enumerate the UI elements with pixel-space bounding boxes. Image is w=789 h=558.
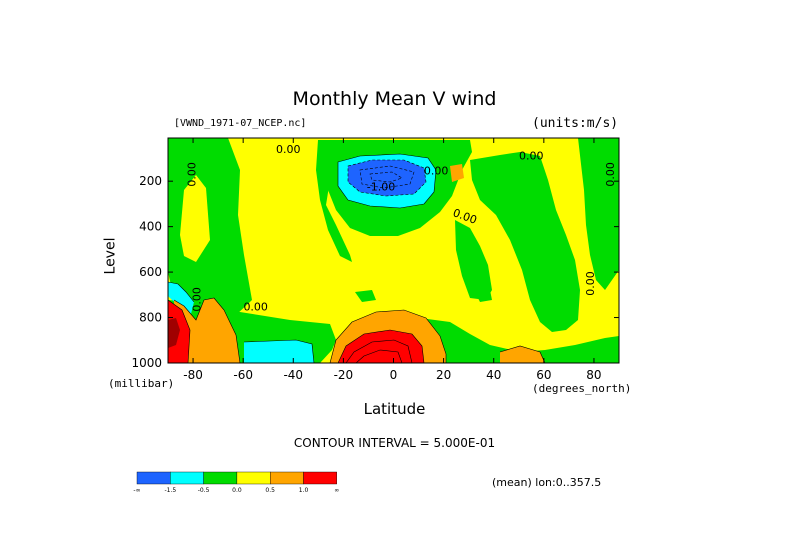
colorbar-swatch — [270, 471, 304, 485]
field-region — [316, 140, 352, 262]
units-label: (units:m/s) — [532, 116, 619, 131]
field-region — [244, 340, 314, 363]
colorbar-label: 0.5 — [265, 487, 275, 494]
colorbar-label: -1.5 — [164, 487, 176, 494]
colorbar-swatch — [303, 471, 337, 485]
y-axis-units: (millibar) — [108, 377, 175, 390]
y-tick-label: 600 — [139, 265, 162, 279]
field-region — [168, 282, 194, 318]
colorbar-label: -∞ — [133, 487, 140, 494]
field-region — [450, 164, 464, 182]
mean-longitude-label: (mean) lon:0..357.5 — [492, 476, 602, 489]
contour-field — [168, 138, 619, 363]
field-region — [355, 290, 376, 302]
field-region — [180, 175, 210, 262]
contour-label: 0.00 — [191, 287, 204, 312]
contour-label: 0.00 — [604, 162, 617, 187]
x-tick-label: -40 — [283, 368, 303, 382]
x-tick-label: 40 — [486, 368, 501, 382]
colorbar-label: 0.0 — [232, 487, 242, 494]
field-region — [168, 318, 180, 348]
colorbar-swatch — [236, 471, 271, 485]
x-axis-title: Latitude — [363, 400, 426, 418]
y-tick-label: 1000 — [131, 356, 162, 370]
colorbar-swatch — [203, 471, 238, 485]
field-region — [174, 298, 240, 363]
colorbar: -∞ -1.5 -0.5 0.0 0.5 1.0 ∞ — [133, 471, 339, 494]
colorbar-label: -0.5 — [198, 487, 210, 494]
contour-interval: CONTOUR INTERVAL = 5.000E-01 — [293, 436, 496, 450]
contour-label: 0.00 — [243, 301, 268, 314]
contour-label: 0.00 — [424, 164, 449, 177]
colorbar-label: 1.0 — [299, 487, 309, 494]
contour-label: 0.00 — [186, 162, 199, 187]
x-tick-label: 60 — [536, 368, 551, 382]
y-axis-ticks: 200 400 600 800 1000 — [131, 174, 619, 370]
contour-label: -1.00 — [367, 180, 395, 193]
contour-label-group: 0.000.00-1.000.000.000.000.000.000.00 0.0… — [186, 143, 617, 314]
x-tick-label: 80 — [586, 368, 601, 382]
x-tick-label: -20 — [334, 368, 354, 382]
x-axis-units: (degrees_north) — [532, 382, 632, 395]
x-tick-label: 0 — [390, 368, 398, 382]
x-tick-label: -60 — [233, 368, 253, 382]
chart-title: Monthly Mean V wind — [292, 88, 497, 110]
contour-label: 0.00 — [584, 271, 597, 296]
x-tick-label: -80 — [183, 368, 203, 382]
field-region — [420, 318, 619, 363]
y-tick-label: 200 — [139, 174, 162, 188]
field-region — [455, 220, 492, 300]
colorbar-swatch — [170, 471, 204, 485]
y-tick-label: 400 — [139, 220, 162, 234]
field-region — [475, 290, 492, 302]
x-axis-ticks: -80 -60 -40 -20 0 20 40 60 80 — [183, 138, 602, 382]
field-region — [338, 330, 424, 363]
contour-label: 0.00 — [276, 143, 301, 156]
dataset-label: [VWND_1971-07_NCEP.nc] — [174, 118, 307, 129]
x-tick-label: 20 — [436, 368, 451, 382]
colorbar-label: ∞ — [334, 487, 339, 494]
field-region — [578, 138, 619, 290]
y-tick-label: 800 — [139, 311, 162, 325]
field-region — [470, 152, 580, 332]
colorbar-swatch — [136, 471, 171, 485]
contour-label: 0.00 — [519, 150, 544, 163]
contour-lines — [168, 153, 546, 363]
